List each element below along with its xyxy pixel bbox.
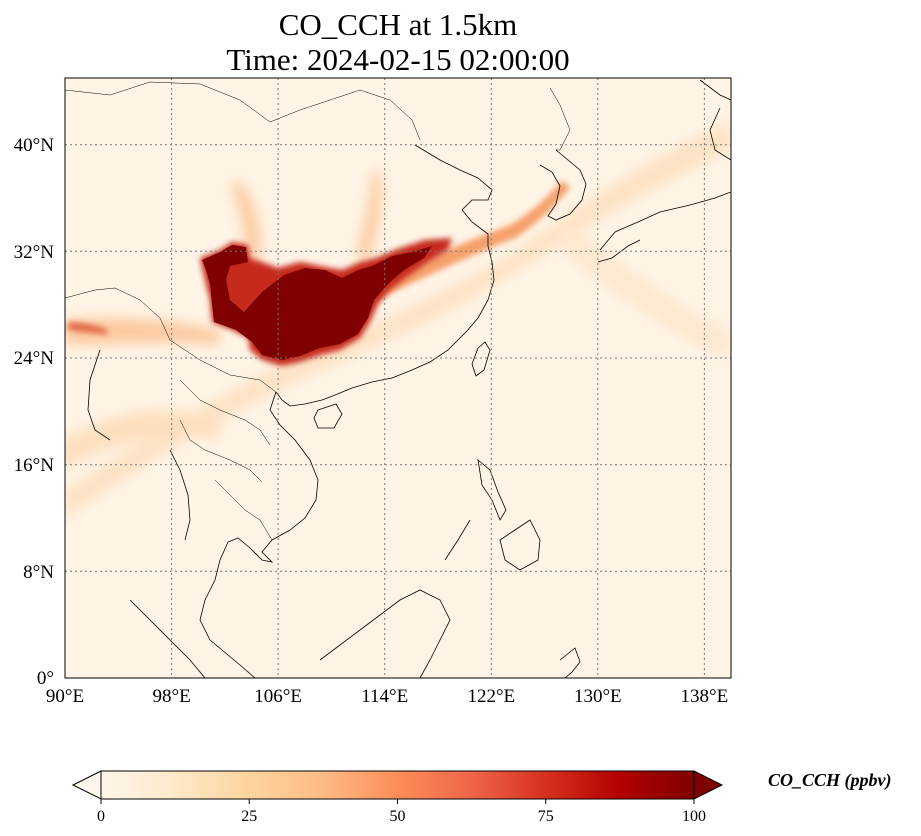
lon-tick-label: 114°E bbox=[361, 686, 408, 707]
lat-axis: 0° 8°N 16°N 24°N 32°N 40°N bbox=[14, 135, 55, 689]
lat-tick-label: 40°N bbox=[14, 135, 55, 156]
lon-tick-label: 106°E bbox=[254, 686, 302, 707]
colorbar-tick-label: 100 bbox=[682, 808, 706, 825]
colorbar-extend-max bbox=[693, 770, 724, 800]
colorbar-tick-label: 50 bbox=[390, 808, 406, 825]
lat-tick-label: 24°N bbox=[14, 348, 55, 369]
coastlines bbox=[65, 79, 731, 678]
map-title: CO_CCH at 1.5km bbox=[278, 7, 518, 42]
colorbar-extend-min bbox=[71, 770, 102, 800]
colorbar-gradient bbox=[100, 770, 695, 800]
lon-tick-label: 122°E bbox=[467, 686, 515, 707]
colorbar-tick-label: 0 bbox=[97, 808, 105, 825]
lon-tick-label: 138°E bbox=[681, 686, 729, 707]
plot-frame bbox=[64, 77, 732, 679]
lat-tick-label: 16°N bbox=[14, 455, 55, 476]
lon-tick-label: 90°E bbox=[46, 686, 84, 707]
colorbar-tick-label: 25 bbox=[241, 808, 257, 825]
lon-tick-label: 98°E bbox=[152, 686, 190, 707]
map-subtitle-time: Time: 2024-02-15 02:00:00 bbox=[226, 42, 570, 77]
concentration-field bbox=[65, 120, 731, 520]
colorbar-label: CO_CCH (ppbv) bbox=[768, 770, 892, 790]
gridlines bbox=[65, 78, 731, 678]
colorbar: 0 25 50 75 100 bbox=[71, 770, 724, 825]
lon-tick-label: 130°E bbox=[574, 686, 622, 707]
lon-axis: 90°E 98°E 106°E 114°E 122°E 130°E 138°E bbox=[46, 686, 728, 707]
colorbar-tick-label: 75 bbox=[538, 808, 554, 825]
lat-tick-label: 8°N bbox=[23, 562, 54, 583]
plot-background bbox=[65, 78, 731, 678]
lat-tick-label: 0° bbox=[37, 668, 54, 689]
lat-tick-label: 32°N bbox=[14, 242, 55, 263]
